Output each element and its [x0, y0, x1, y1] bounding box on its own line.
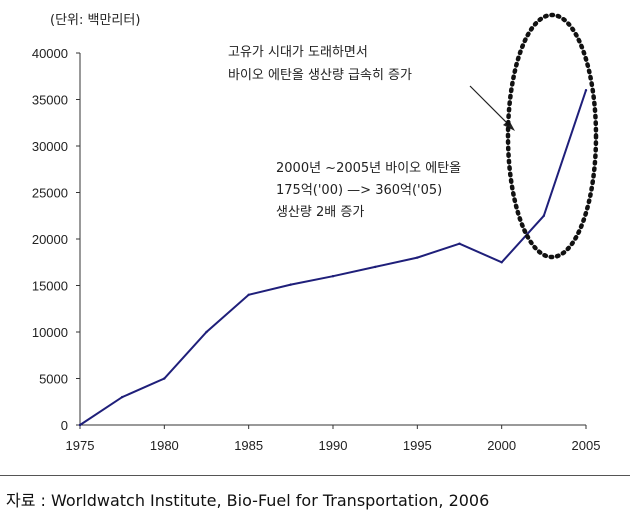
source-note: 자료 : Worldwatch Institute, Bio-Fuel for …: [6, 491, 490, 510]
annotation-2-line-3: 생산량 2배 증가: [276, 205, 364, 220]
y-tick-label: 10000: [32, 325, 68, 340]
data-point: [542, 214, 546, 217]
y-tick-label: 5000: [39, 372, 68, 387]
annotation-2: 2000년 ~2005년 바이오 에탄올 175억('00) —> 360억('…: [276, 161, 461, 220]
data-point: [205, 330, 208, 334]
source-divider: [0, 475, 630, 476]
x-tick-label: 1990: [319, 438, 348, 453]
y-tick-label: 20000: [32, 232, 68, 247]
annotation-1: 고유가 시대가 도래하면서 바이오 에탄올 생산량 급속히 증가: [228, 45, 412, 83]
data-point: [247, 293, 250, 296]
x-tick-label: 1975: [66, 438, 95, 453]
y-tick-label: 25000: [32, 186, 68, 201]
y-tick-label: 15000: [32, 279, 68, 294]
y-tick-label: 35000: [32, 93, 68, 108]
x-tick-label: 2005: [572, 438, 601, 453]
annotation-1-line-2: 바이오 에탄올 생산량 급속히 증가: [228, 68, 412, 83]
data-point: [500, 261, 503, 264]
data-point: [331, 275, 335, 278]
x-tick-label: 2000: [487, 438, 516, 453]
unit-label: (단위: 백만리터): [50, 13, 140, 28]
data-point-group: [78, 89, 588, 427]
line-chart: (단위: 백만리터) 0 5000 10000 15000 20000 25000 3000…: [32, 12, 601, 453]
x-tick-label: 1995: [403, 438, 432, 453]
annotation-2-line-1: 2000년 ~2005년 바이오 에탄올: [276, 161, 461, 176]
highlight-ellipse: [505, 12, 599, 260]
data-point: [584, 89, 588, 92]
y-tick-label: 40000: [32, 46, 68, 61]
y-tick-label: 0: [61, 418, 68, 433]
data-point: [373, 265, 377, 269]
data-point: [458, 242, 461, 245]
annotation-2-line-2: 175억('00) —> 360억('05): [276, 183, 442, 198]
data-point: [416, 256, 419, 259]
x-tick-label: 1985: [234, 438, 263, 453]
y-tick-group: 0 5000 10000 15000 20000 25000 30000 35000 40000: [32, 46, 80, 433]
data-point: [78, 423, 82, 427]
x-tick-label: 1980: [150, 438, 179, 453]
x-tick-group: 1975 1980 1985 1990 1995 2000 2005: [66, 425, 601, 453]
y-tick-label: 30000: [32, 139, 68, 154]
data-point: [289, 283, 293, 286]
data-point: [163, 377, 166, 380]
annotation-1-line-1: 고유가 시대가 도래하면서: [228, 45, 368, 60]
data-point: [120, 395, 124, 399]
